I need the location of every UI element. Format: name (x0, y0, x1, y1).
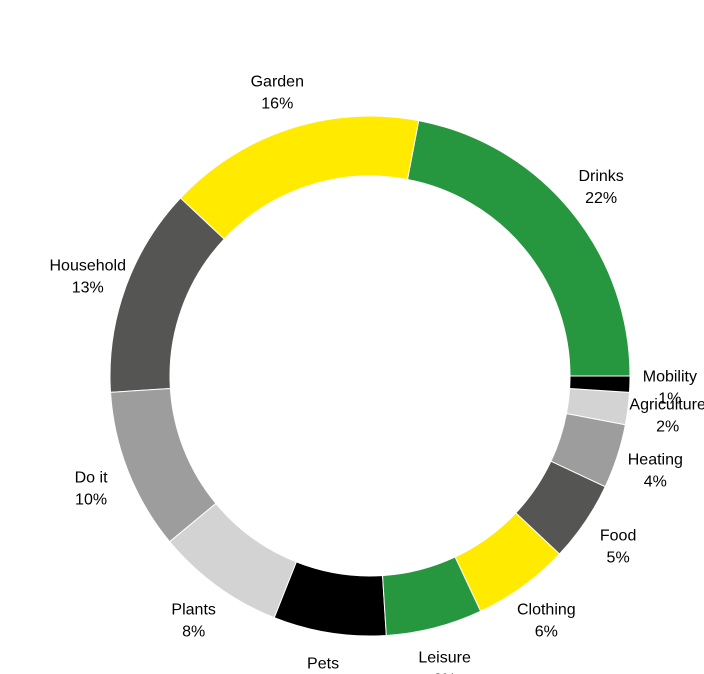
slice-name: Heating (628, 452, 683, 469)
slice-percent: 5% (607, 550, 630, 567)
slice-label-mobility: Mobility 1% (643, 368, 697, 407)
slice-name: Leisure (418, 650, 471, 667)
slice-name: Do it (75, 469, 108, 486)
slice-percent: 2% (656, 419, 679, 436)
slice-label-drinks: Drinks 22% (578, 168, 623, 207)
slice-label-pets: Pets7% (307, 655, 339, 674)
slice-name: Pets (307, 655, 339, 672)
slice-label-do-it: Do it 10% (75, 469, 108, 508)
slice-percent: 6% (433, 672, 456, 674)
slice-label-plants: Plants 8% (171, 602, 215, 641)
slice-percent: 4% (644, 474, 667, 491)
slice-name: Food (600, 528, 636, 545)
slice-name: Garden (251, 74, 304, 91)
slice-name: Plants (171, 602, 215, 619)
slice-label-heating: Heating 4% (628, 452, 683, 491)
slice-name: Clothing (517, 602, 576, 619)
slice-label-clothing: Clothing 6% (517, 602, 576, 641)
slice-household (109, 197, 225, 393)
slice-percent: 16% (261, 96, 293, 113)
slice-percent: 22% (585, 190, 617, 207)
slice-percent: 8% (182, 624, 205, 641)
slice-percent: 6% (535, 624, 558, 641)
slice-name: Agriculture (629, 397, 704, 414)
slice-label-leisure: Leisure 6% (418, 650, 471, 674)
slice-garden (179, 115, 420, 240)
slice-mobility (569, 375, 631, 393)
slice-label-food: Food 5% (600, 528, 636, 567)
slice-label-household: Household 13% (49, 257, 126, 296)
slice-percent: 1% (658, 390, 681, 407)
slice-name: Household (49, 257, 126, 274)
slice-label-agriculture: Agriculture 2% (629, 397, 704, 436)
slice-percent: 13% (72, 279, 104, 296)
slice-label-garden: Garden 16% (251, 74, 304, 113)
slice-name: Mobility (643, 368, 697, 385)
slice-drinks (406, 120, 631, 377)
slice-name: Drinks (578, 168, 623, 185)
slice-percent: 10% (75, 491, 107, 508)
